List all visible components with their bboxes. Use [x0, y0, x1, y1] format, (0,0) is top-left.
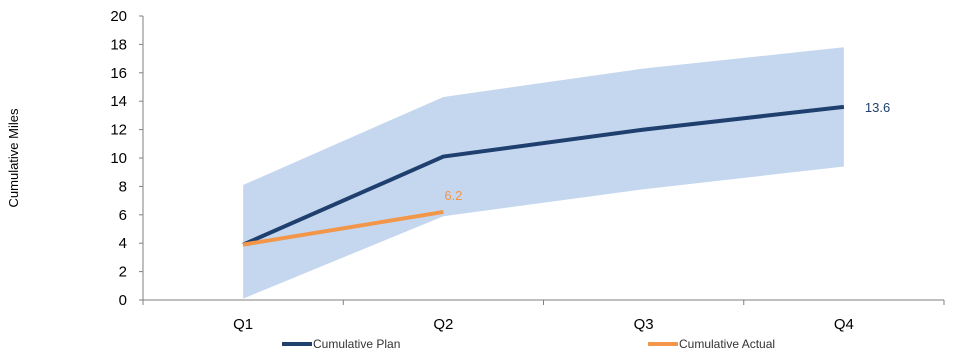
legend-label: Cumulative Actual	[679, 337, 775, 351]
y-tick-label: 14	[110, 93, 127, 110]
y-axis-label: Cumulative Miles	[6, 108, 21, 207]
y-tick-label: 6	[119, 207, 127, 224]
y-tick-label: 8	[119, 178, 127, 195]
y-tick-label: 18	[110, 36, 127, 53]
y-tick-label: 0	[119, 292, 127, 309]
y-tick-label: 10	[110, 150, 127, 167]
x-tick-label: Q2	[433, 316, 453, 333]
y-tick-label: 4	[119, 235, 127, 252]
series-line-actual	[242, 209, 444, 247]
data-label: 13.6	[865, 100, 890, 115]
legend-label: Cumulative Plan	[313, 337, 400, 351]
y-tick-label: 12	[110, 122, 127, 139]
y-tick-label: 16	[110, 65, 127, 82]
y-tick-label: 20	[110, 8, 127, 25]
data-label: 6.2	[444, 188, 462, 203]
x-tick-label: Q4	[834, 316, 854, 333]
series-line-plan	[242, 104, 845, 247]
x-tick-label: Q3	[634, 316, 654, 333]
range-band	[243, 47, 844, 299]
x-tick-label: Q1	[233, 316, 253, 333]
y-tick-label: 2	[119, 264, 127, 281]
